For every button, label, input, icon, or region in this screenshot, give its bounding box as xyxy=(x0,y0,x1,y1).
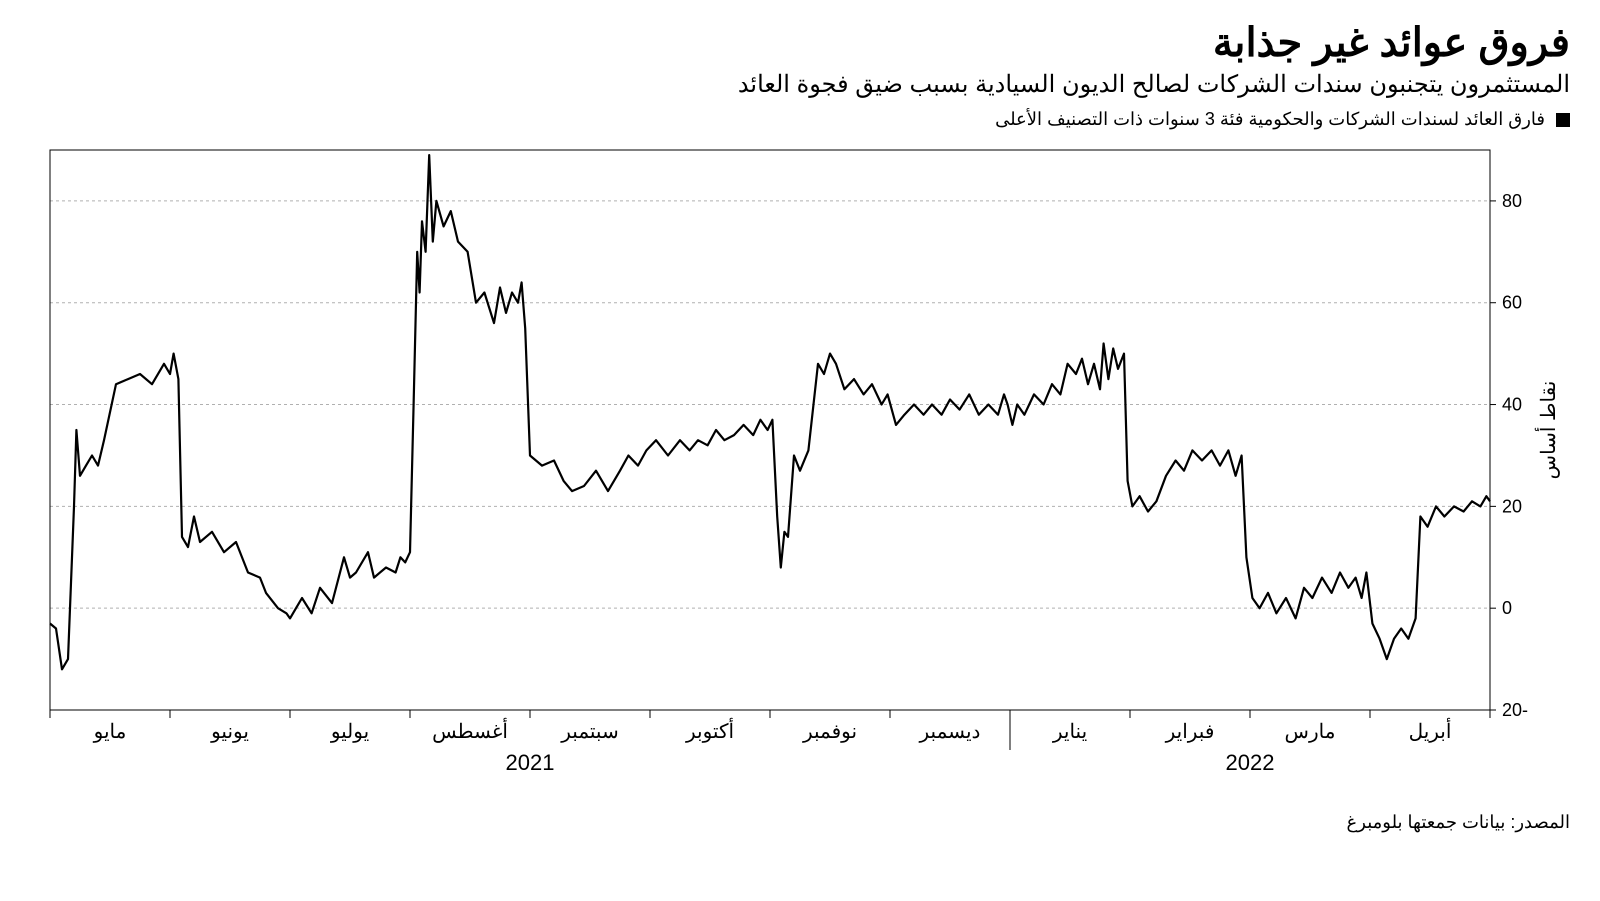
svg-text:مايو: مايو xyxy=(93,721,127,743)
svg-text:يوليو: يوليو xyxy=(330,721,369,743)
chart-subtitle: المستثمرون يتجنبون سندات الشركات لصالح ا… xyxy=(30,70,1570,99)
legend: فارق العائد لسندات الشركات والحكومية فئة… xyxy=(30,109,1570,130)
svg-text:نقاط أساس: نقاط أساس xyxy=(1534,381,1560,480)
svg-text:أكتوبر: أكتوبر xyxy=(685,717,734,743)
svg-text:يناير: يناير xyxy=(1052,721,1087,743)
legend-swatch xyxy=(1556,113,1570,127)
source-line: المصدر: بيانات جمعتها بلومبرغ xyxy=(30,812,1570,833)
svg-text:60: 60 xyxy=(1502,293,1522,313)
svg-text:80: 80 xyxy=(1502,191,1522,211)
chart-title: فروق عوائد غير جذابة xyxy=(30,20,1570,66)
svg-text:سبتمبر: سبتمبر xyxy=(560,721,618,743)
svg-text:2022: 2022 xyxy=(1226,750,1275,775)
svg-text:20: 20 xyxy=(1502,496,1522,516)
svg-text:0: 0 xyxy=(1502,598,1512,618)
svg-text:يونيو: يونيو xyxy=(210,721,249,743)
chart: 20- 0 20 40 60 80 نقاط أساس مايو يونيو يوليو أغسطس… xyxy=(30,140,1570,800)
legend-label: فارق العائد لسندات الشركات والحكومية فئة… xyxy=(995,109,1545,129)
svg-text:نوفمبر: نوفمبر xyxy=(802,721,857,743)
svg-text:مارس: مارس xyxy=(1285,721,1336,743)
svg-text:أبريل: أبريل xyxy=(1409,717,1452,743)
svg-text:فبراير: فبراير xyxy=(1165,721,1215,743)
svg-text:20-: 20- xyxy=(1502,700,1528,720)
svg-text:2021: 2021 xyxy=(506,750,555,775)
svg-text:40: 40 xyxy=(1502,395,1522,415)
svg-text:أغسطس: أغسطس xyxy=(432,717,508,743)
svg-text:ديسمبر: ديسمبر xyxy=(919,721,981,743)
